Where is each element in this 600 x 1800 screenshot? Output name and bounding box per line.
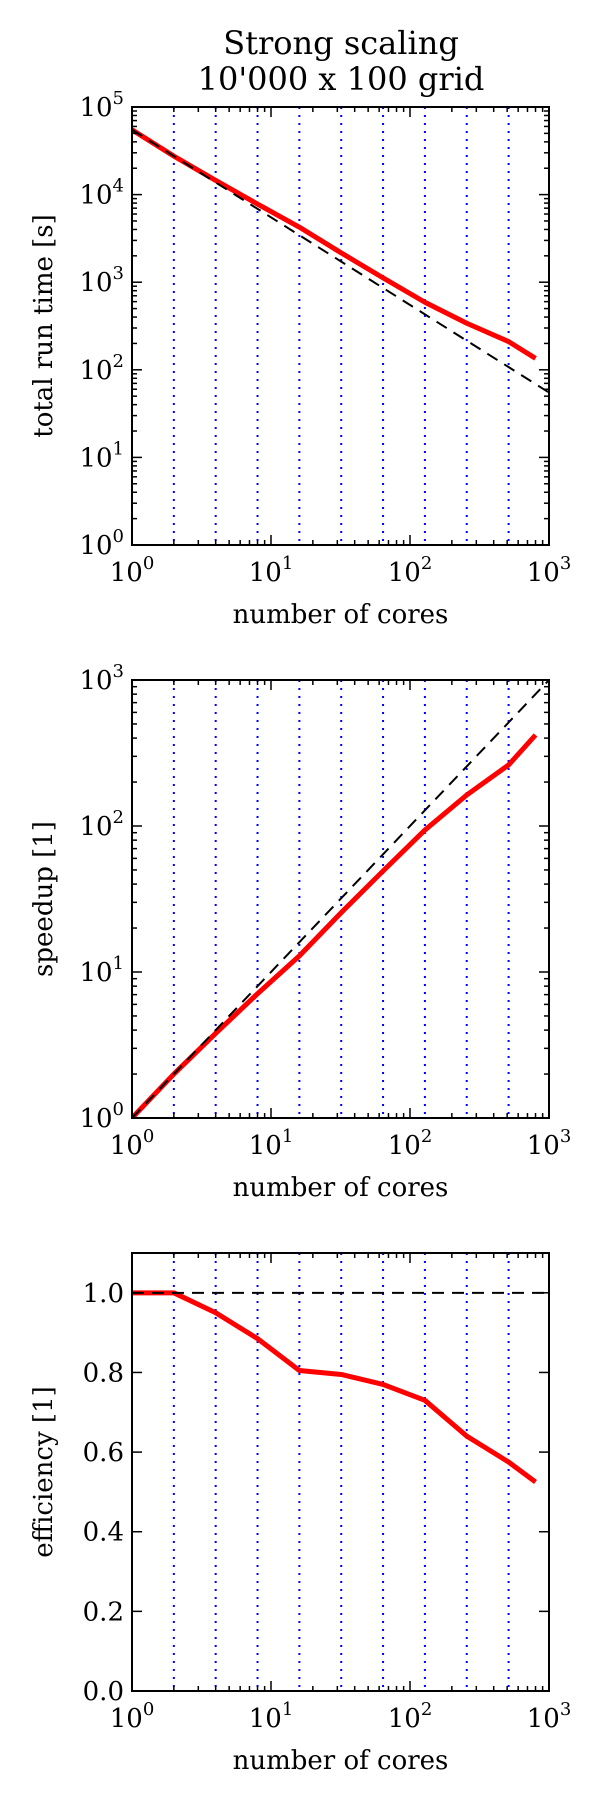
y-tick-label: 0.2 — [83, 1597, 124, 1627]
y-tick-label: 100 — [79, 1099, 124, 1134]
y-tick-label: 100 — [79, 526, 124, 561]
runtime-measured-line — [132, 127, 537, 361]
speedup-x-axis-label: number of cores — [233, 1173, 449, 1203]
y-tick-label: 1.0 — [83, 1279, 124, 1309]
y-tick-label: 102 — [79, 807, 124, 842]
y-tick-label: 101 — [79, 438, 124, 473]
runtime-ideal-line — [132, 128, 549, 394]
x-tick-label: 103 — [527, 1126, 572, 1161]
efficiency-x-axis-label: number of cores — [233, 1746, 449, 1776]
x-tick-label: 100 — [110, 553, 155, 588]
y-tick-label: 103 — [79, 263, 124, 298]
x-tick-label: 103 — [527, 1699, 572, 1734]
x-tick-label: 102 — [388, 1126, 433, 1161]
speedup-y-axis-label: speedup [1] — [29, 821, 59, 977]
runtime-axes-frame — [131, 106, 550, 546]
y-tick-label: 101 — [79, 953, 124, 988]
y-tick-label: 104 — [79, 176, 124, 211]
y-tick-label: 0.8 — [83, 1358, 124, 1388]
efficiency-axes-frame — [131, 1252, 550, 1692]
x-tick-label: 103 — [527, 553, 572, 588]
x-tick-label: 102 — [388, 553, 433, 588]
x-tick-label: 101 — [249, 1699, 294, 1734]
speedup-axes-frame — [131, 679, 550, 1119]
y-tick-label: 105 — [79, 88, 124, 123]
runtime-x-axis-label: number of cores — [233, 600, 449, 630]
x-tick-label: 100 — [110, 1126, 155, 1161]
speedup-panel: 100 101 102 103 100 101 102 103 number of cores s… — [29, 661, 571, 1203]
x-tick-label: 101 — [249, 553, 294, 588]
figure-title-line2: 10'000 x 100 grid — [198, 60, 485, 98]
y-tick-label: 0.4 — [83, 1518, 124, 1548]
speedup-ideal-line — [132, 680, 549, 1118]
figure-title-line1: Strong scaling — [223, 24, 459, 62]
x-tick-label: 101 — [249, 1126, 294, 1161]
y-tick-label: 0.0 — [83, 1677, 124, 1707]
x-tick-label: 102 — [388, 1699, 433, 1734]
y-tick-label: 103 — [79, 661, 124, 696]
efficiency-measured-line — [132, 1290, 538, 1484]
efficiency-y-axis-label: efficiency [1] — [29, 1386, 59, 1558]
y-tick-label: 0.6 — [83, 1438, 124, 1468]
y-tick-label: 102 — [79, 351, 124, 386]
runtime-y-axis-label: total run time [s] — [29, 214, 59, 438]
runtime-panel: 100 101 102 103 100 101 102 103 104 105 number of … — [29, 88, 571, 630]
speedup-measured-line — [132, 733, 538, 1118]
